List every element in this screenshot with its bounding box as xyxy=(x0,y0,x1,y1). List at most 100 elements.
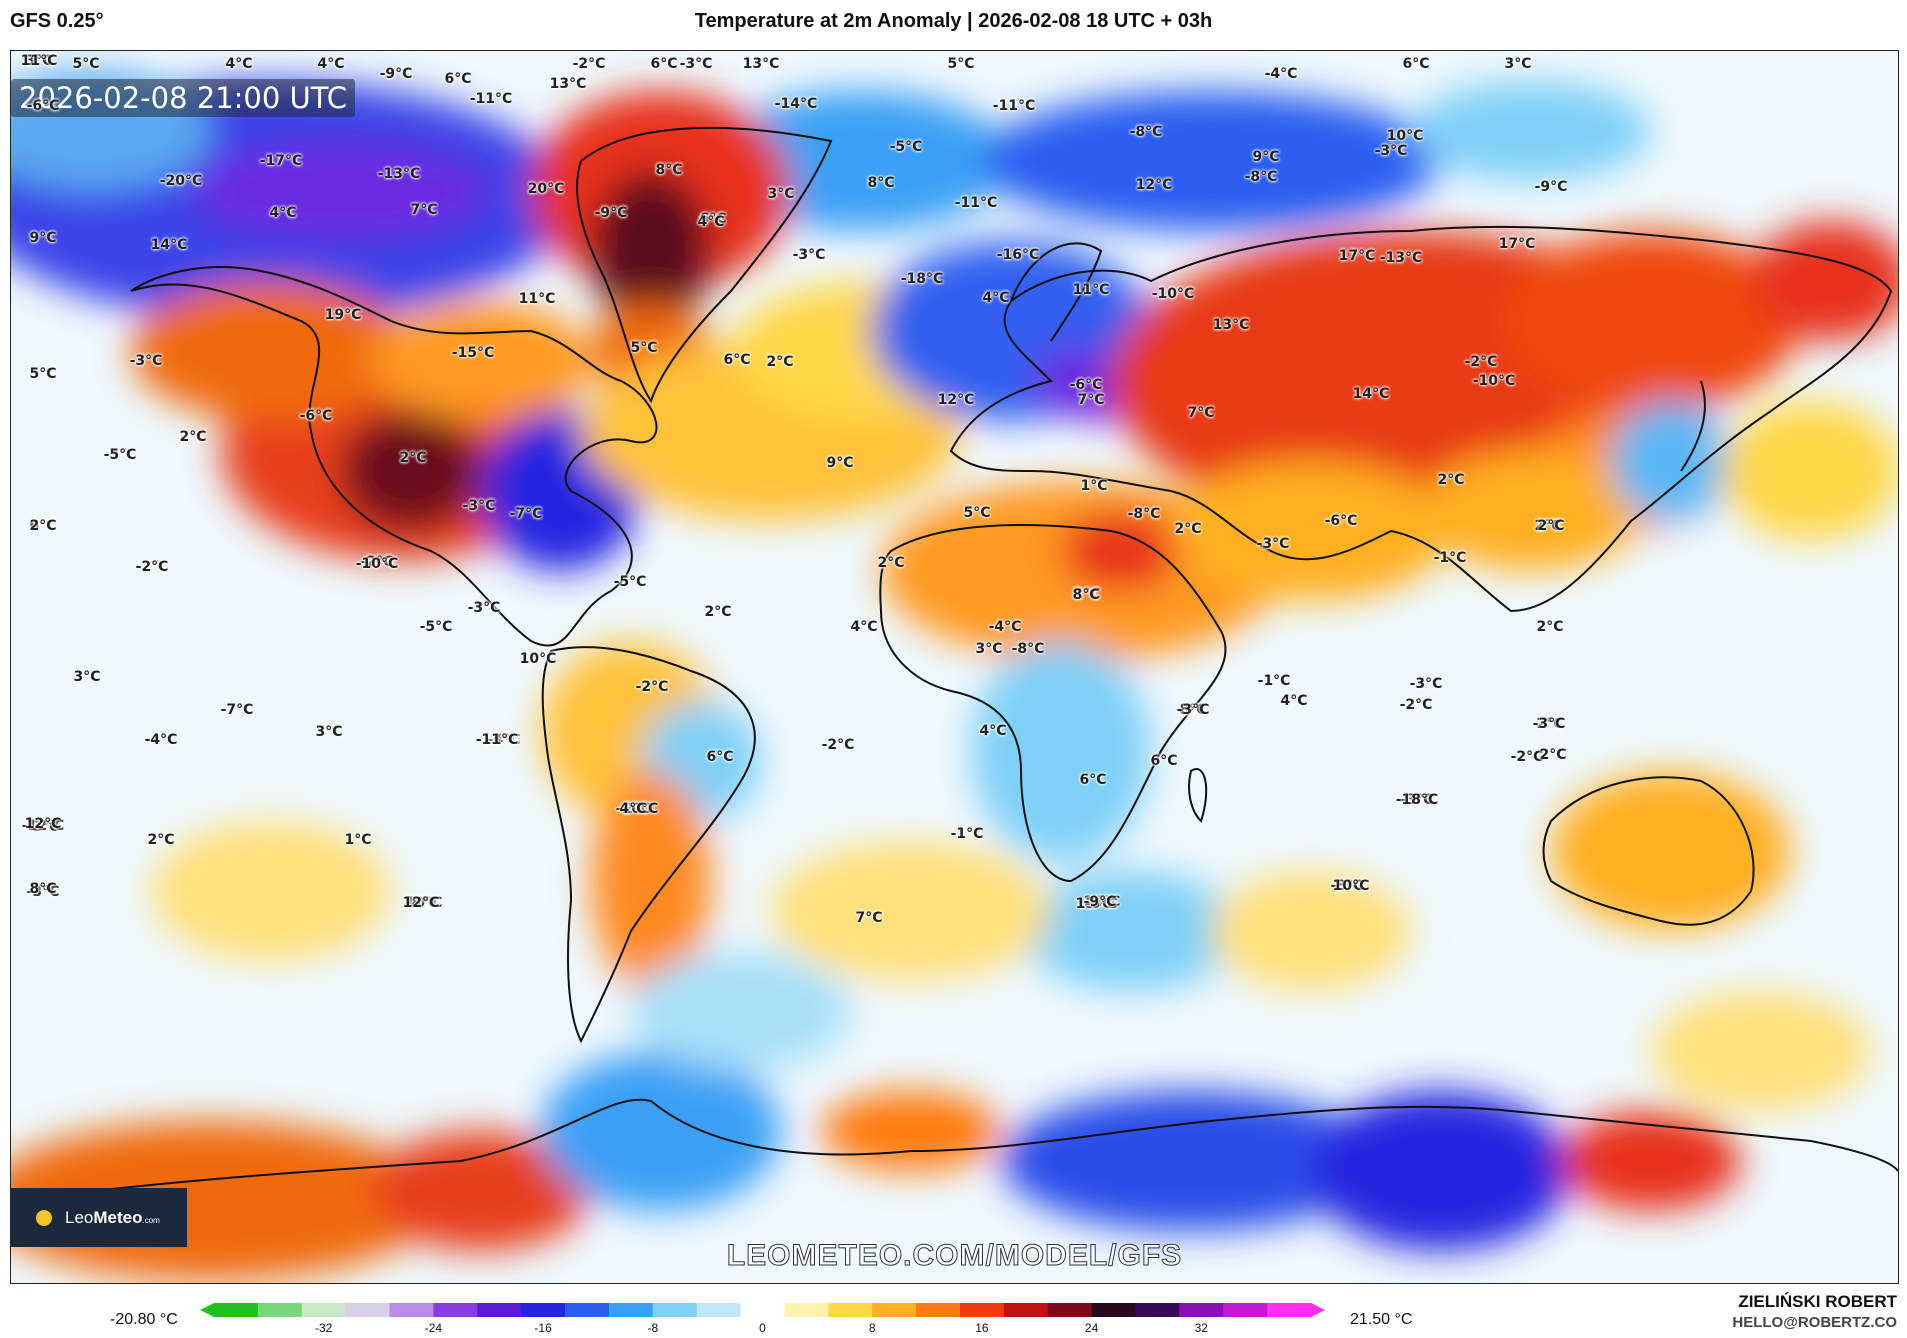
temp-label: -14°C xyxy=(774,96,818,112)
temp-label: 4°C xyxy=(1280,693,1308,709)
author-name: ZIELIŃSKI ROBERT xyxy=(1738,1292,1897,1311)
temp-label: -14°C xyxy=(1077,894,1121,910)
temp-label: 2°C xyxy=(1536,619,1564,635)
scale-swatch xyxy=(959,1303,1005,1317)
temp-label: 11°C xyxy=(20,53,58,69)
temp-label: -10°C xyxy=(615,801,659,817)
temp-label: -8°C xyxy=(1330,878,1364,894)
temp-label: 10°C xyxy=(405,895,443,911)
scale-tick-label: 32 xyxy=(1194,1321,1208,1335)
temp-label: 7°C xyxy=(1077,392,1105,408)
temp-label: 9°C xyxy=(826,455,854,471)
color-scale: -20.80 °C -32 -24 -16 -8 0 8 16 24 32 21.50 °C xyxy=(0,1295,1907,1338)
temp-label: -5°C xyxy=(103,447,137,463)
temp-label: 3°C xyxy=(975,641,1003,657)
temp-label: 20°C xyxy=(527,181,565,197)
temp-label: -7°C xyxy=(220,702,254,718)
temp-label: 11°C xyxy=(1072,282,1110,298)
leometeo-logo: LeoMeteo.com xyxy=(11,1188,187,1247)
temp-label: -9°C xyxy=(594,205,628,221)
temp-label: 12°C xyxy=(24,816,62,832)
temp-label: -6°C xyxy=(1069,377,1103,393)
temp-label: 6°C xyxy=(1402,56,1430,72)
temp-label: -8°C xyxy=(405,895,439,911)
temp-label: 12°C xyxy=(402,895,440,911)
author-email: HELLO@ROBERTZ.CO xyxy=(1732,1314,1897,1331)
temp-label: 5°C xyxy=(72,56,100,72)
temp-label: -3°C xyxy=(1532,716,1566,732)
temp-label: -15°C xyxy=(451,345,495,361)
temp-label: 2°C xyxy=(1537,518,1565,534)
temp-label: 6°C xyxy=(444,71,472,87)
temp-label: -3°C xyxy=(462,498,496,514)
temp-label: 5°C xyxy=(29,366,57,382)
scale-swatch xyxy=(477,1303,522,1317)
scale-tick-label: -16 xyxy=(534,1321,552,1335)
temp-label: 3°C xyxy=(767,186,795,202)
temp-label: 2°C xyxy=(623,801,651,817)
temp-label: 1°C xyxy=(1080,478,1108,494)
temp-label: -3°C xyxy=(26,884,60,900)
scale-tick-label: -32 xyxy=(315,1321,333,1335)
scale-swatch xyxy=(1135,1303,1180,1317)
temp-label: -11°C xyxy=(469,91,513,107)
temp-label: -2°C xyxy=(572,56,606,72)
temp-label: 6°C xyxy=(29,518,57,534)
temp-label: 8°C xyxy=(655,162,683,178)
temp-label: 6°C xyxy=(723,352,751,368)
logo-suffix: .com xyxy=(142,1215,160,1225)
temp-label: 8°C xyxy=(1072,587,1100,603)
temp-label: -6°C xyxy=(1324,513,1358,529)
anomaly-field xyxy=(11,51,1898,1283)
logo-text-b: Meteo xyxy=(93,1207,143,1227)
temp-label: -2°C xyxy=(1464,354,1498,370)
temp-label: 11°C xyxy=(518,291,556,307)
temp-label: -4°C xyxy=(988,619,1022,635)
scale-swatch xyxy=(916,1303,961,1317)
scale-swatch xyxy=(389,1303,434,1317)
temp-label: 13°C xyxy=(1075,896,1113,912)
temp-label: -11°C xyxy=(992,98,1036,114)
scale-tick-label: 16 xyxy=(975,1321,989,1335)
temp-label: -6°C xyxy=(1084,896,1118,912)
temp-label: -8°C xyxy=(1244,169,1278,185)
temp-label: -11°C xyxy=(954,195,998,211)
temp-label: 13°C xyxy=(742,56,780,72)
temp-label: 4°C xyxy=(697,214,725,230)
scale-swatch xyxy=(214,1303,259,1317)
temp-label: 5°C xyxy=(963,505,991,521)
temp-label: 6°C xyxy=(699,211,727,227)
temp-label: 6°C xyxy=(650,56,678,72)
temp-label: -1°C xyxy=(950,826,984,842)
temp-label: -13°C xyxy=(1379,250,1423,266)
scale-tick-label: -8 xyxy=(647,1321,659,1335)
scale-swatch xyxy=(872,1303,917,1317)
temp-label: -18°C xyxy=(1395,792,1439,808)
scale-swatch xyxy=(257,1303,303,1317)
scale-tick-label: 0 xyxy=(759,1321,766,1335)
temp-label: 2°C xyxy=(704,604,732,620)
scale-swatch xyxy=(828,1303,873,1317)
scale-swatch xyxy=(652,1303,698,1317)
watermark: LEOMETEO.COM/MODEL/GFS xyxy=(726,1239,1183,1273)
temp-label: 4°C xyxy=(317,56,345,72)
temp-label: -3°C xyxy=(129,353,163,369)
temp-label: -3°C xyxy=(792,247,826,263)
temp-label: 10°C xyxy=(1386,128,1424,144)
coastlines xyxy=(11,126,1898,1202)
temp-label: -2°C xyxy=(26,819,60,835)
anomaly-map: 2026-02-08 21:00 UTC 5°C 4°C 4°C -9°C 6°C -11… xyxy=(10,50,1899,1284)
temp-label: 1°C xyxy=(344,832,372,848)
temp-label: 2°C xyxy=(179,429,207,445)
scale-max-label: 21.50 °C xyxy=(1350,1311,1413,1328)
scale-tick-label: 24 xyxy=(1084,1321,1099,1335)
temp-label: -9°C xyxy=(379,66,413,82)
temp-label: 13°C xyxy=(1212,317,1250,333)
temp-label: 3°C xyxy=(25,53,53,69)
temp-label: 2°C xyxy=(1073,586,1101,602)
temp-label: -4°C xyxy=(1264,66,1298,82)
temp-label: -3°C xyxy=(1176,702,1210,718)
temp-label: 14°C xyxy=(150,237,188,253)
scale-swatch xyxy=(740,1303,786,1317)
temp-label: -3°C xyxy=(1256,536,1290,552)
